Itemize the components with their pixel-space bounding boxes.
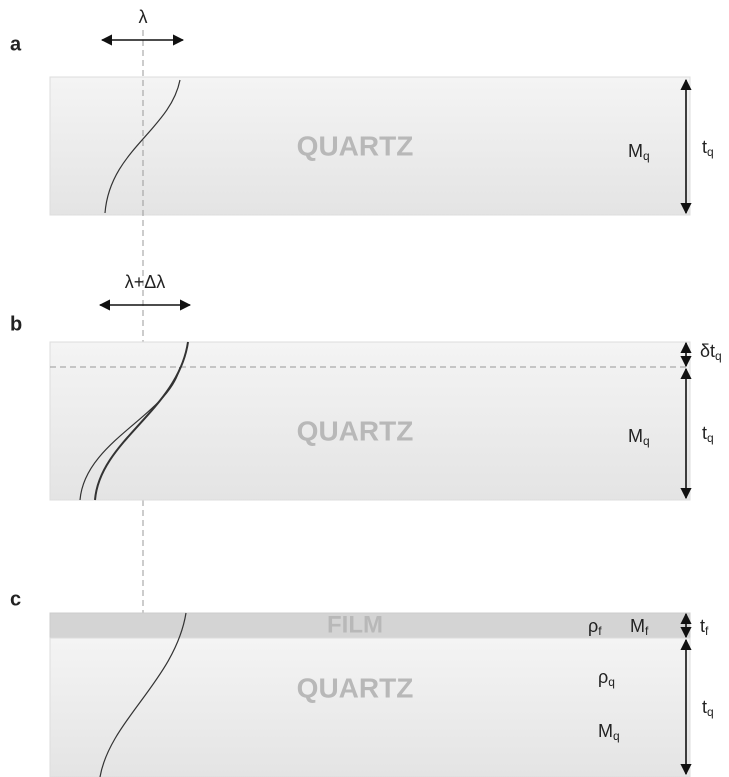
panel-label: b xyxy=(10,313,22,335)
wavelength: λ xyxy=(139,7,148,27)
quartz-block xyxy=(50,638,690,777)
film-thickness: tf xyxy=(700,616,709,638)
material: QUARTZ xyxy=(297,415,414,446)
delta-thickness: δtq xyxy=(700,341,722,363)
material: QUARTZ xyxy=(297,672,414,703)
thickness: tq xyxy=(702,697,714,719)
film-label: FILM xyxy=(327,611,383,638)
thickness: tq xyxy=(702,137,714,159)
material: QUARTZ xyxy=(297,130,414,161)
panel-label: a xyxy=(10,33,22,55)
panel-label: c xyxy=(10,588,21,610)
thickness: tq xyxy=(702,423,714,445)
diagram: a λ QUARTZ Mq tq b λ+Δλ QUARTZ Mq δtq tq… xyxy=(0,0,729,777)
wavelength: λ+Δλ xyxy=(125,272,166,292)
